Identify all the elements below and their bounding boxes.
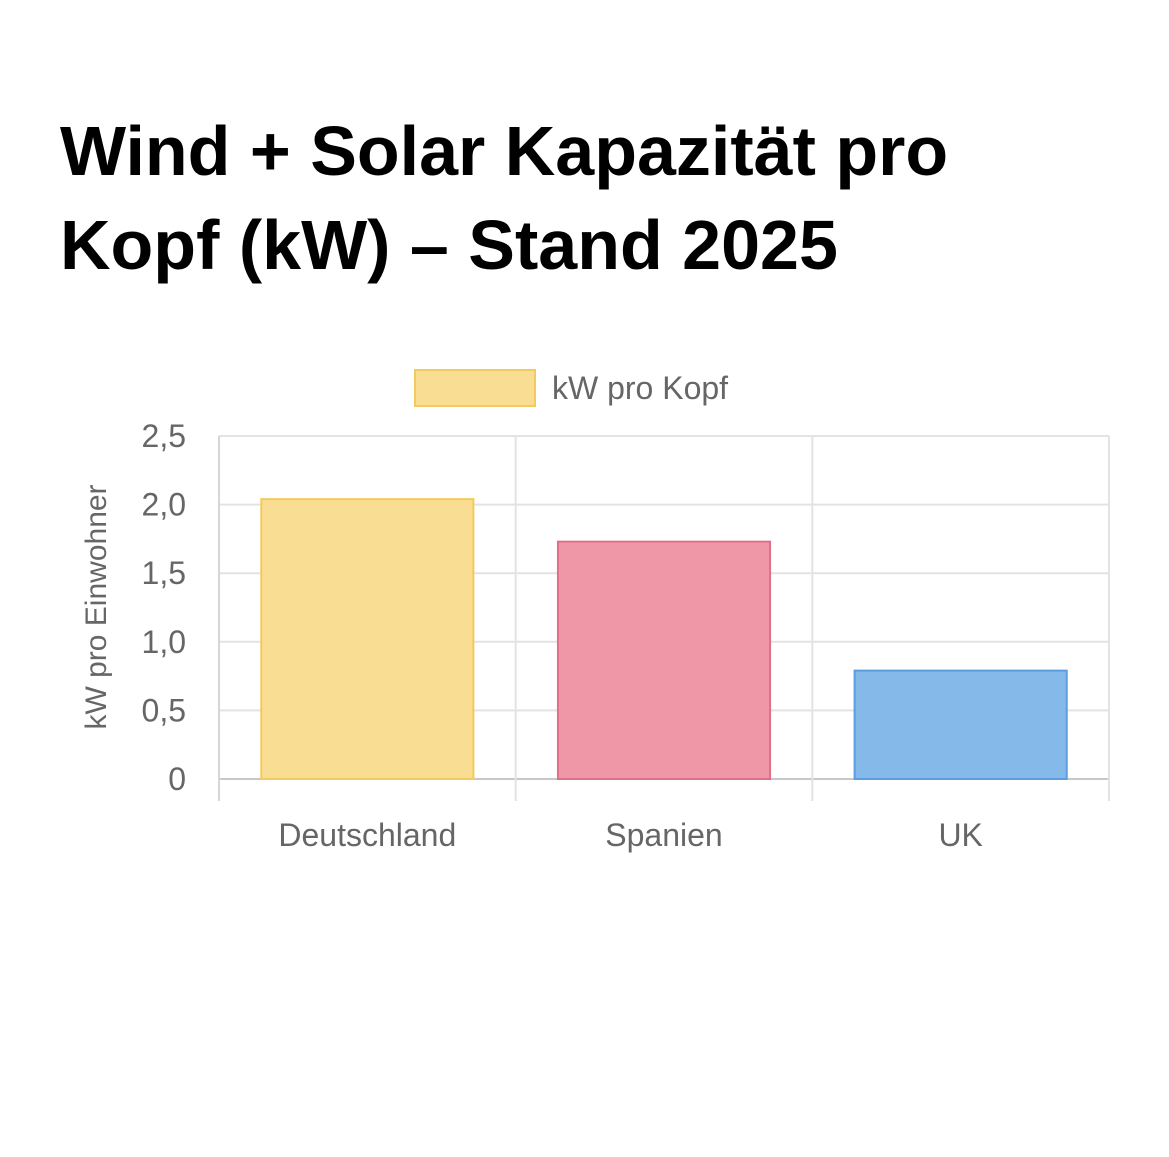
- x-tick-label: Spanien: [605, 817, 722, 853]
- legend-label: kW pro Kopf: [552, 370, 728, 406]
- chart-title: Wind + Solar Kapazität pro Kopf (kW) – S…: [60, 104, 1060, 292]
- x-tick-label: UK: [938, 817, 982, 853]
- y-tick-label: 0,5: [142, 692, 186, 728]
- x-tick-label: Deutschland: [278, 817, 456, 853]
- chart-title-line-1: Wind + Solar Kapazität pro: [60, 112, 949, 190]
- bar-uk: [853, 669, 1068, 780]
- bars: [260, 498, 1068, 780]
- y-tick-label: 1,0: [142, 624, 186, 660]
- y-axis-label: kW pro Einwohner: [80, 484, 113, 729]
- y-tick-label: 2,0: [142, 487, 186, 523]
- bar-spanien: [556, 540, 772, 780]
- y-tick-label: 0: [168, 761, 186, 797]
- y-tick-label: 1,5: [142, 555, 186, 591]
- chart-title-line-2: Kopf (kW) – Stand 2025: [60, 206, 838, 284]
- legend[interactable]: kW pro Kopf: [414, 369, 728, 407]
- bar-deutschland: [260, 498, 475, 780]
- x-axis: Deutschland Spanien UK: [278, 817, 983, 853]
- legend-swatch: [414, 369, 536, 407]
- y-tick-label: 2,5: [142, 418, 186, 454]
- y-axis: 0 0,5 1,0 1,5 2,0 2,5: [142, 418, 186, 797]
